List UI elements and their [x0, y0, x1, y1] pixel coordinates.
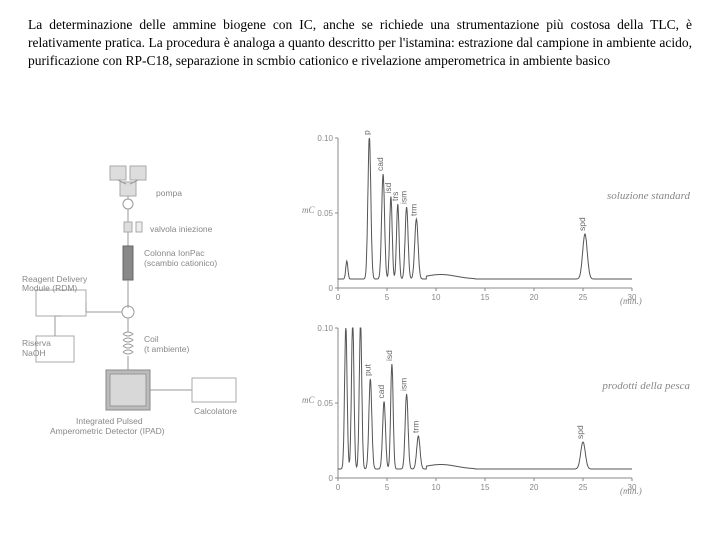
svg-text:0.10: 0.10: [317, 134, 333, 143]
diag-pompa: pompa: [156, 188, 182, 198]
xlabel-top: (min.): [620, 296, 642, 306]
svg-text:0: 0: [336, 483, 341, 492]
body-paragraph: La determinazione delle ammine biogene c…: [28, 16, 692, 71]
chart-title-bottom: prodotti della pesca: [602, 380, 690, 393]
svg-text:isd: isd: [384, 350, 394, 361]
svg-text:trm: trm: [408, 204, 418, 216]
svg-text:20: 20: [530, 483, 539, 492]
svg-text:put: put: [362, 364, 372, 376]
svg-text:spd: spd: [575, 425, 585, 439]
svg-text:0: 0: [329, 284, 334, 293]
svg-text:0.05: 0.05: [317, 399, 333, 408]
ylabel-bottom: mC: [302, 395, 315, 405]
diag-ipad: Integrated Pulsed: [76, 416, 143, 426]
diag-colonna: Colonna IonPac: [144, 248, 205, 258]
svg-text:put: put: [361, 130, 371, 135]
svg-text:5: 5: [385, 293, 390, 302]
svg-text:spd: spd: [577, 217, 587, 231]
diag-coil: Coil: [144, 334, 159, 344]
chromatogram-top: mC soluzione standard 0 0.05 0.10 0 5 10 15 20 2…: [300, 130, 690, 310]
diag-calc: Calcolatore: [194, 406, 237, 416]
diag-rdm2: Module (RDM): [22, 283, 77, 293]
svg-text:0: 0: [336, 293, 341, 302]
diag-coil-sub: (t ambiente): [144, 344, 190, 354]
svg-text:cad: cad: [375, 157, 385, 171]
svg-text:10: 10: [432, 483, 441, 492]
instrument-diagram: pompa valvola iniezione Colonna IonPac (…: [18, 160, 278, 500]
svg-text:25: 25: [579, 293, 588, 302]
svg-text:5: 5: [385, 483, 390, 492]
svg-text:20: 20: [530, 293, 539, 302]
chromatogram-bottom: mC prodotti della pesca 0 0.05 0.10 0 5 10 15 2…: [300, 320, 690, 500]
chart-title-top: soluzione standard: [607, 190, 690, 203]
svg-text:15: 15: [481, 293, 490, 302]
diag-ipad2: Amperometric Detector (IPAD): [50, 426, 165, 436]
svg-text:cad: cad: [376, 385, 386, 399]
svg-text:0.10: 0.10: [317, 324, 333, 333]
svg-text:0: 0: [329, 474, 334, 483]
xlabel-bottom: (min.): [620, 486, 642, 496]
diag-riserva: Riserva: [22, 338, 51, 348]
diag-valvola: valvola iniezione: [150, 224, 213, 234]
diag-riserva2: NaOH: [22, 348, 46, 358]
svg-text:ism: ism: [399, 378, 409, 391]
svg-text:ism: ism: [399, 191, 409, 204]
svg-text:25: 25: [579, 483, 588, 492]
svg-text:0.05: 0.05: [317, 209, 333, 218]
svg-text:trm: trm: [410, 421, 420, 433]
svg-text:10: 10: [432, 293, 441, 302]
ylabel-top: mC: [302, 205, 315, 215]
svg-text:15: 15: [481, 483, 490, 492]
diag-colonna-sub: (scambio cationico): [144, 258, 217, 268]
